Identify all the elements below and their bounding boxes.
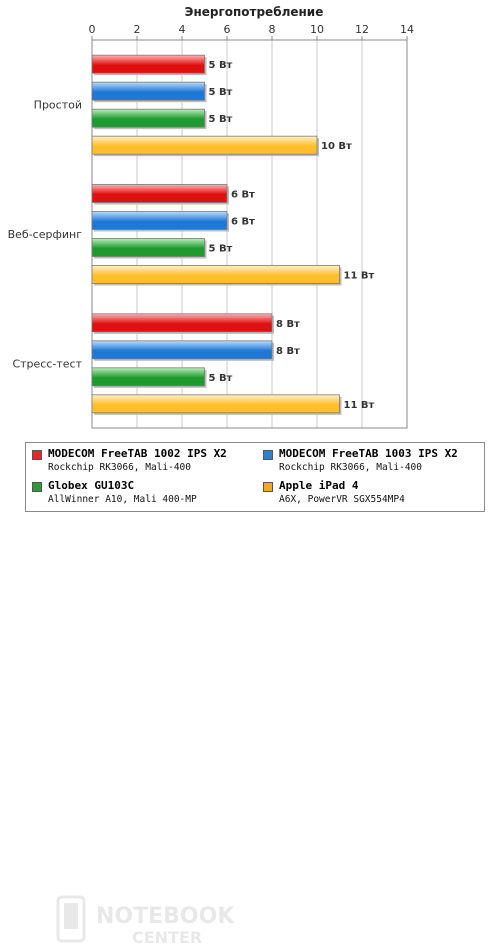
data-label: 5 Вт xyxy=(209,244,233,255)
x-tick-label: 4 xyxy=(179,23,186,36)
x-tick-label: 8 xyxy=(269,23,276,36)
svg-text:CENTER: CENTER xyxy=(132,928,202,947)
bar xyxy=(91,184,228,203)
bars: 5 Вт 5 Вт 5 Вт 10 Вт 6 Вт 6 Вт 5 Вт 11 Вт 8 Вт 8 … xyxy=(91,54,375,415)
bar xyxy=(91,108,205,128)
data-label: 11 Вт xyxy=(344,400,375,411)
bar xyxy=(91,81,205,101)
x-tick-label: 0 xyxy=(89,23,96,36)
legend: NOTEBOOK CENTER MODECOM FreeTAB 1002 IPS… xyxy=(25,442,485,947)
data-label: 5 Вт xyxy=(209,60,233,71)
x-tick-label: 14 xyxy=(400,23,414,36)
data-label: 5 Вт xyxy=(209,114,233,125)
legend-sub: A6X, PowerVR SGX554MP4 xyxy=(279,494,405,505)
legend-swatch-red xyxy=(32,450,42,460)
bar xyxy=(91,313,273,333)
category-label: Простой xyxy=(34,99,82,112)
watermark-logo: NOTEBOOK CENTER xyxy=(56,895,235,947)
data-label: 5 Вт xyxy=(209,87,233,98)
legend-sub: AllWinner A10, Mali 400-MP xyxy=(48,494,197,505)
chart: Энергопотребление 0 2 4 6 8 10 12 14 5 Вт5 Вт5 … xyxy=(8,5,415,429)
svg-text:NOTEBOOK: NOTEBOOK xyxy=(96,904,235,929)
data-label: 8 Вт xyxy=(276,319,300,330)
legend-name: Globex GU103C xyxy=(48,479,135,492)
legend-swatch-orange xyxy=(263,482,273,492)
grid xyxy=(91,36,408,429)
bar xyxy=(91,54,205,74)
chart-title: Энергопотребление xyxy=(185,5,324,19)
legend-sub: Rockchip RK3066, Mali-400 xyxy=(48,462,191,473)
x-tick-label: 2 xyxy=(134,23,141,36)
data-label: 6 Вт xyxy=(231,217,255,228)
x-tick-label: 6 xyxy=(224,23,231,36)
legend-name: MODECOM FreeTAB 1002 IPS X2 xyxy=(48,447,227,460)
x-axis-ticks: 0 2 4 6 8 10 12 14 xyxy=(89,23,415,36)
bar xyxy=(91,135,318,155)
legend-name: Apple iPad 4 xyxy=(279,479,359,492)
category-labels: Простой Веб-серфинг Стресс-тест xyxy=(8,99,83,371)
data-label: 6 Вт xyxy=(231,190,255,201)
data-label: 10 Вт xyxy=(321,141,352,152)
category-label: Веб-серфинг xyxy=(8,228,83,241)
data-label: 8 Вт xyxy=(276,346,300,357)
plot-frame xyxy=(91,39,408,429)
legend-swatch-blue xyxy=(263,450,273,460)
bar xyxy=(91,238,205,257)
legend-sub: Rockchip RK3066, Mali-400 xyxy=(279,462,422,473)
bar xyxy=(91,340,273,360)
bar xyxy=(91,211,228,230)
category-label: Стресс-тест xyxy=(12,357,82,370)
x-tick-label: 10 xyxy=(310,23,324,36)
bar xyxy=(91,394,340,414)
bar xyxy=(91,265,340,284)
data-label: 11 Вт xyxy=(344,271,375,282)
x-tick-label: 12 xyxy=(355,23,369,36)
legend-swatch-green xyxy=(32,482,42,492)
bar xyxy=(91,367,205,387)
data-label: 5 Вт xyxy=(209,373,233,384)
legend-name: MODECOM FreeTAB 1003 IPS X2 xyxy=(279,447,458,460)
